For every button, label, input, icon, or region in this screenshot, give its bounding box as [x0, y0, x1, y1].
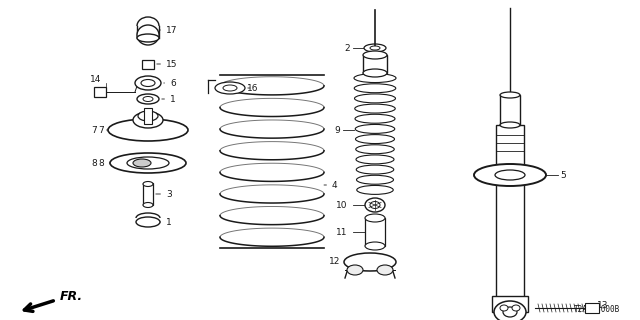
Bar — [94, 87, 106, 97]
Ellipse shape — [364, 44, 386, 52]
Text: 13: 13 — [597, 300, 609, 309]
Bar — [363, 55, 387, 73]
Bar — [496, 125, 524, 177]
Ellipse shape — [363, 69, 387, 77]
Text: 4: 4 — [324, 180, 338, 189]
Ellipse shape — [355, 135, 394, 144]
Ellipse shape — [355, 84, 396, 93]
Ellipse shape — [365, 198, 385, 212]
Text: 5: 5 — [560, 171, 566, 180]
Ellipse shape — [223, 85, 237, 91]
Ellipse shape — [365, 242, 385, 250]
Text: T2A4B3000B: T2A4B3000B — [573, 305, 620, 314]
Text: 9: 9 — [334, 125, 340, 134]
Ellipse shape — [365, 214, 385, 222]
Ellipse shape — [494, 301, 526, 320]
Text: 1: 1 — [160, 218, 172, 227]
Ellipse shape — [512, 305, 520, 311]
Text: 11: 11 — [335, 228, 347, 236]
Ellipse shape — [137, 94, 159, 104]
Bar — [500, 95, 520, 125]
Ellipse shape — [355, 104, 396, 113]
Text: 8: 8 — [98, 158, 110, 167]
Text: 12: 12 — [328, 258, 340, 267]
Text: FR.: FR. — [60, 291, 83, 303]
Ellipse shape — [143, 97, 153, 101]
Ellipse shape — [356, 186, 393, 194]
Ellipse shape — [137, 34, 159, 42]
Text: 16: 16 — [247, 84, 259, 92]
Ellipse shape — [215, 82, 245, 94]
Text: 17: 17 — [159, 26, 177, 35]
Ellipse shape — [355, 114, 395, 123]
Ellipse shape — [356, 175, 394, 184]
Text: 3: 3 — [156, 189, 172, 198]
Ellipse shape — [500, 92, 520, 98]
Ellipse shape — [141, 79, 155, 86]
Ellipse shape — [135, 76, 161, 90]
Text: 6: 6 — [164, 78, 176, 87]
Ellipse shape — [377, 265, 393, 275]
Ellipse shape — [137, 25, 159, 45]
Text: 7: 7 — [92, 125, 97, 134]
Ellipse shape — [356, 155, 394, 164]
Ellipse shape — [344, 253, 396, 271]
Ellipse shape — [136, 217, 160, 227]
Ellipse shape — [356, 145, 394, 154]
Ellipse shape — [110, 153, 186, 173]
Bar — [144, 108, 152, 124]
Text: 15: 15 — [157, 60, 177, 68]
Text: 2: 2 — [344, 44, 350, 52]
Ellipse shape — [133, 159, 151, 167]
Ellipse shape — [355, 124, 395, 133]
Bar — [365, 218, 385, 246]
Ellipse shape — [138, 111, 158, 121]
Bar — [496, 175, 524, 313]
Ellipse shape — [133, 112, 163, 128]
Ellipse shape — [356, 165, 394, 174]
Text: 1: 1 — [162, 94, 176, 103]
Ellipse shape — [355, 94, 396, 103]
Ellipse shape — [370, 202, 380, 209]
Ellipse shape — [370, 46, 380, 50]
Bar — [143, 183, 153, 205]
Ellipse shape — [500, 305, 508, 311]
Bar — [492, 296, 528, 312]
Text: 10: 10 — [335, 201, 347, 210]
Ellipse shape — [108, 119, 188, 141]
Ellipse shape — [354, 74, 396, 83]
Text: 14: 14 — [90, 75, 102, 84]
Ellipse shape — [127, 157, 169, 169]
Ellipse shape — [474, 164, 546, 186]
Ellipse shape — [347, 265, 363, 275]
Ellipse shape — [143, 181, 153, 187]
Ellipse shape — [503, 307, 517, 317]
Text: 7: 7 — [98, 125, 108, 134]
Ellipse shape — [495, 170, 525, 180]
Ellipse shape — [363, 51, 387, 59]
Text: 8: 8 — [92, 158, 97, 167]
Ellipse shape — [143, 203, 153, 207]
Bar — [585, 303, 599, 313]
Ellipse shape — [500, 122, 520, 128]
Bar — [142, 60, 154, 69]
